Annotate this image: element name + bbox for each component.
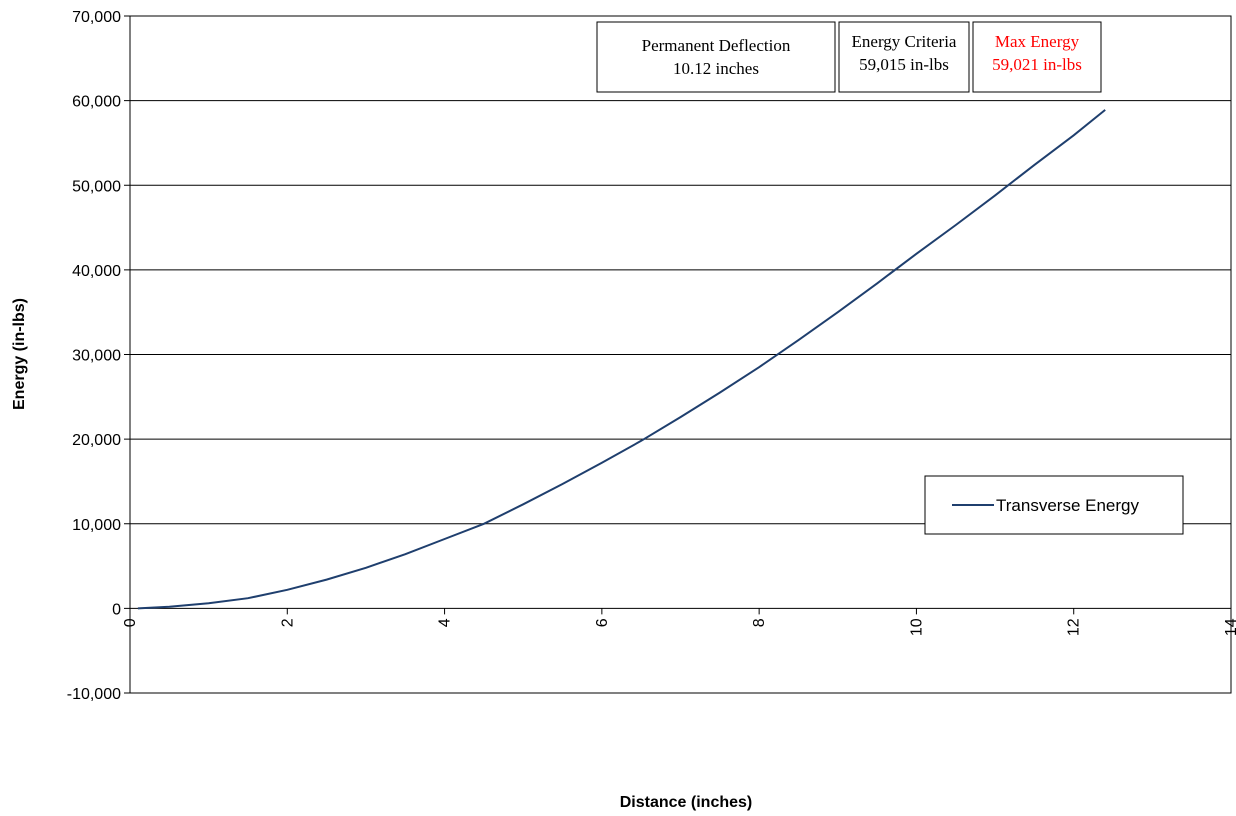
x-tick-label: 0: [122, 618, 139, 627]
annotation-energy-criteria-title: Energy Criteria: [852, 32, 957, 51]
y-tick-label: 10,000: [72, 517, 121, 534]
legend: Transverse Energy: [924, 475, 1184, 535]
annotation-max-energy-value: 59,021 in-lbs: [992, 55, 1082, 74]
x-axis-ticks: 0 2 4 6 8 10 12 14: [122, 608, 1236, 636]
annotation-energy-criteria: Energy Criteria 59,015 in-lbs: [838, 21, 970, 93]
annotation-energy-criteria-value: 59,015 in-lbs: [859, 55, 949, 74]
x-tick-label: 14: [1223, 618, 1236, 636]
legend-label: Transverse Energy: [996, 496, 1139, 515]
x-tick-label: 10: [908, 618, 925, 636]
annotation-max-energy: Max Energy 59,021 in-lbs: [972, 21, 1102, 93]
y-tick-label: 0: [112, 601, 121, 618]
gridlines: [130, 100, 1231, 525]
x-tick-label: 6: [594, 618, 611, 627]
y-tick-label: 40,000: [72, 263, 121, 280]
y-tick-label: 20,000: [72, 432, 121, 449]
x-axis-title: Distance (inches): [620, 794, 752, 811]
y-tick-label: 50,000: [72, 178, 121, 195]
x-tick-label: 4: [437, 618, 454, 627]
y-axis-title: Energy (in-lbs): [11, 298, 28, 410]
y-tick-label: 30,000: [72, 348, 121, 365]
x-tick-label: 2: [279, 618, 296, 627]
x-tick-label: 8: [751, 618, 768, 627]
series-line-transverse-energy: [137, 109, 1106, 610]
annotation-permanent-deflection-title: Permanent Deflection: [642, 36, 791, 55]
y-tick-label: -10,000: [67, 686, 121, 703]
series-layer: [137, 109, 1106, 610]
x-tick-label: 12: [1066, 618, 1083, 636]
annotation-permanent-deflection-value: 10.12 inches: [673, 59, 759, 78]
annotation-max-energy-title: Max Energy: [995, 32, 1080, 51]
y-axis-ticks: -10,000 0 10,000 20,000 30,000 40,000 50,000 60…: [67, 9, 130, 703]
annotation-permanent-deflection: Permanent Deflection 10.12 inches: [596, 21, 836, 93]
y-tick-label: 60,000: [72, 94, 121, 111]
y-tick-label: 70,000: [72, 9, 121, 26]
